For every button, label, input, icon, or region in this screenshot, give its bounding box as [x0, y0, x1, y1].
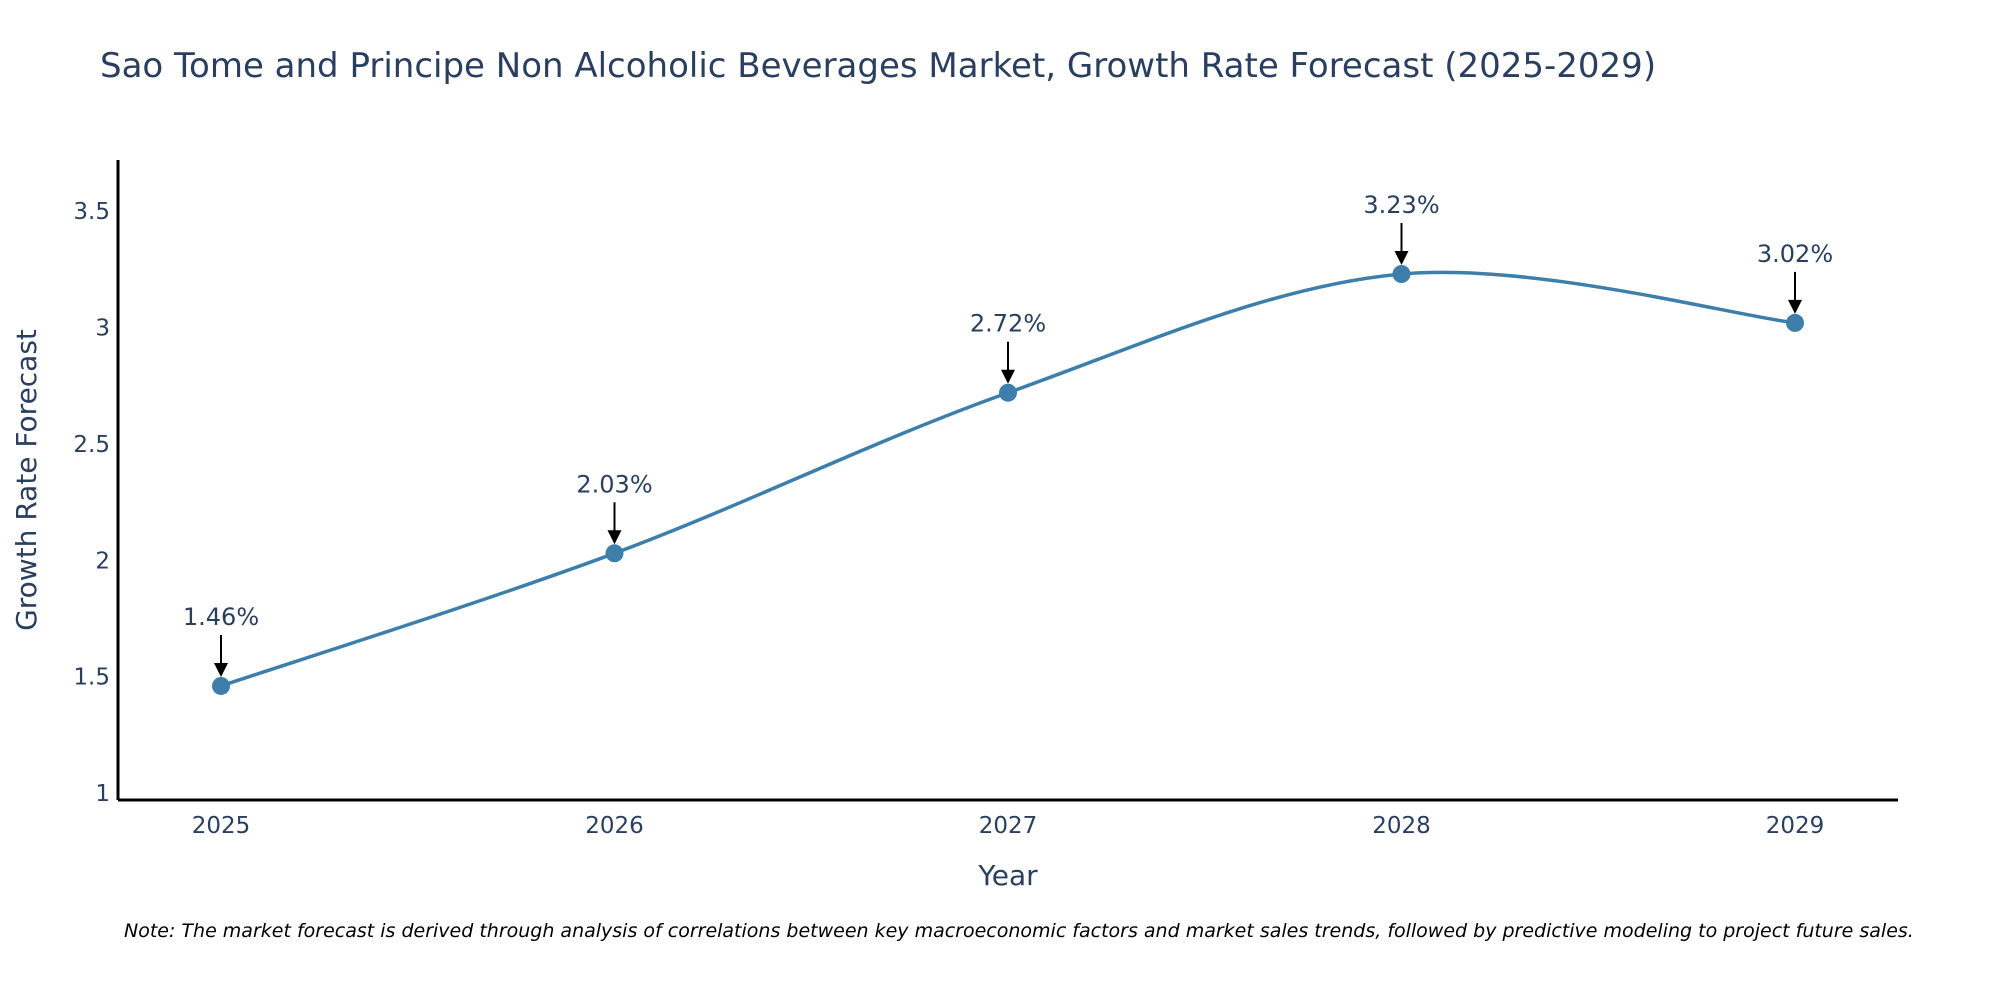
y-tick-label: 1.5 [73, 665, 110, 691]
x-tick-label: 2028 [1372, 813, 1431, 839]
data-point [605, 544, 624, 563]
chart-title: Sao Tome and Principe Non Alcoholic Beve… [100, 46, 1657, 86]
y-tick-label: 3.5 [73, 199, 110, 225]
x-tick-label: 2026 [585, 813, 644, 839]
data-point [212, 676, 230, 695]
data-point [999, 383, 1017, 402]
data-label: 2.72% [970, 310, 1046, 338]
data-label: 3.23% [1363, 191, 1439, 219]
data-annotations: 1.46% 2.03% 2.72% 3.23% 3.02% [183, 191, 1833, 677]
data-point [1786, 313, 1804, 332]
data-point [1392, 265, 1411, 284]
annotation-arrow-head [1394, 251, 1409, 266]
y-tick-label: 3 [95, 316, 110, 342]
data-label: 2.03% [576, 470, 652, 498]
x-axis-ticks: 2025 2026 2027 2028 2029 [192, 813, 1825, 839]
annotation-arrow-head [1788, 299, 1802, 314]
data-markers [212, 265, 1804, 695]
x-axis-title: Year [977, 859, 1038, 892]
annotation-arrow-head [214, 662, 228, 677]
y-axis-ticks: 1 1.5 2 2.5 3 3.5 [73, 199, 110, 807]
y-tick-label: 1 [95, 781, 110, 807]
annotation-arrow-head [607, 530, 622, 545]
x-tick-label: 2029 [1766, 813, 1825, 839]
footnote: Note: The market forecast is derived thr… [124, 920, 1914, 942]
x-tick-label: 2025 [192, 813, 251, 839]
x-tick-label: 2027 [979, 813, 1038, 839]
y-tick-label: 2.5 [73, 432, 110, 458]
data-label: 1.46% [183, 603, 259, 631]
y-axis-title: Growth Rate Forecast [10, 329, 43, 631]
y-tick-label: 2 [95, 548, 110, 574]
annotation-arrow-head [1001, 369, 1015, 384]
data-label: 3.02% [1757, 240, 1833, 268]
